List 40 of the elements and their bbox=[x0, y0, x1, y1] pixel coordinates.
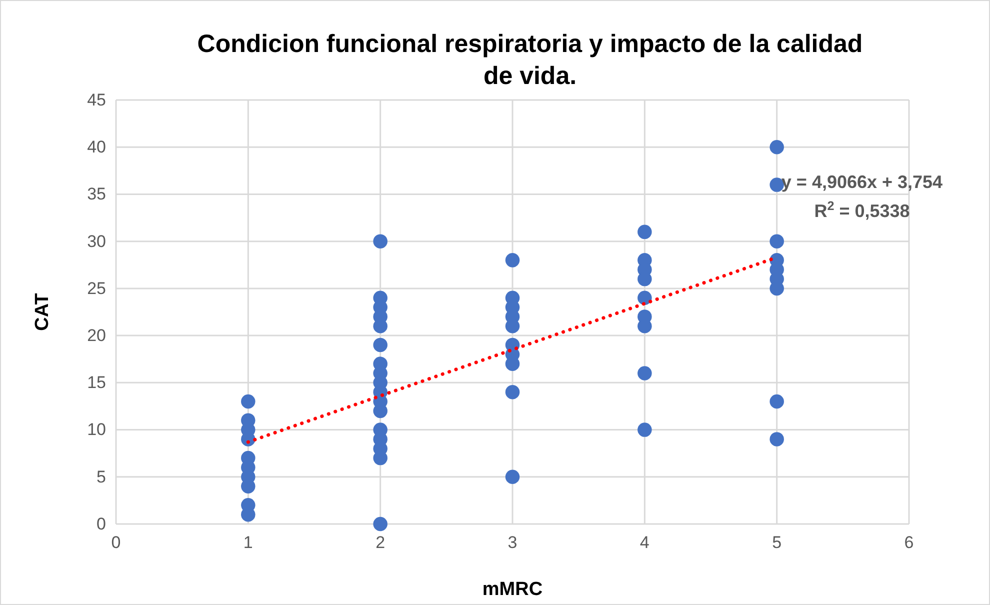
y-tick-label: 30 bbox=[87, 232, 106, 251]
x-tick-label: 6 bbox=[904, 533, 914, 552]
y-tick-label: 15 bbox=[87, 373, 106, 392]
point bbox=[373, 338, 388, 352]
point bbox=[770, 432, 784, 446]
point bbox=[373, 516, 388, 532]
y-tick-label: 20 bbox=[87, 326, 106, 345]
point bbox=[241, 394, 256, 409]
point bbox=[373, 234, 388, 248]
x-tick-label: 5 bbox=[772, 533, 782, 552]
y-tick-label: 35 bbox=[87, 184, 106, 204]
y-tick-label: 0 bbox=[96, 514, 106, 534]
annotation: y = 4,9066x + 3,754 bbox=[781, 172, 943, 192]
point bbox=[373, 319, 388, 334]
y-tick-label: 45 bbox=[87, 90, 106, 110]
point bbox=[638, 290, 652, 305]
point bbox=[638, 224, 652, 240]
x-tick-label: 4 bbox=[640, 533, 650, 552]
point bbox=[770, 234, 784, 248]
x-axis-title: mMRC bbox=[482, 579, 543, 600]
x-tick-label: 2 bbox=[376, 533, 386, 552]
point bbox=[770, 140, 784, 154]
y-tick-label: 10 bbox=[87, 420, 106, 440]
y-axis-title: CAT bbox=[32, 292, 53, 331]
point bbox=[638, 422, 652, 437]
point bbox=[505, 384, 520, 400]
y-tick-label: 40 bbox=[87, 138, 106, 157]
point bbox=[638, 319, 652, 334]
x-tick-label: 3 bbox=[508, 533, 518, 552]
x-tick-label: 0 bbox=[111, 533, 121, 552]
point bbox=[638, 366, 652, 380]
chart-title: Condicion funcional respiratoria y impacto de la calidad de vida. bbox=[197, 30, 863, 90]
point bbox=[505, 319, 520, 334]
y-tick-label: 5 bbox=[96, 467, 106, 486]
point bbox=[505, 253, 520, 268]
point bbox=[505, 470, 520, 484]
x-tick-label: 1 bbox=[243, 533, 253, 552]
annotation: R$^{2}$ = 0,5338 bbox=[814, 199, 910, 221]
point bbox=[770, 394, 784, 409]
y-tick-label: 25 bbox=[87, 278, 106, 298]
